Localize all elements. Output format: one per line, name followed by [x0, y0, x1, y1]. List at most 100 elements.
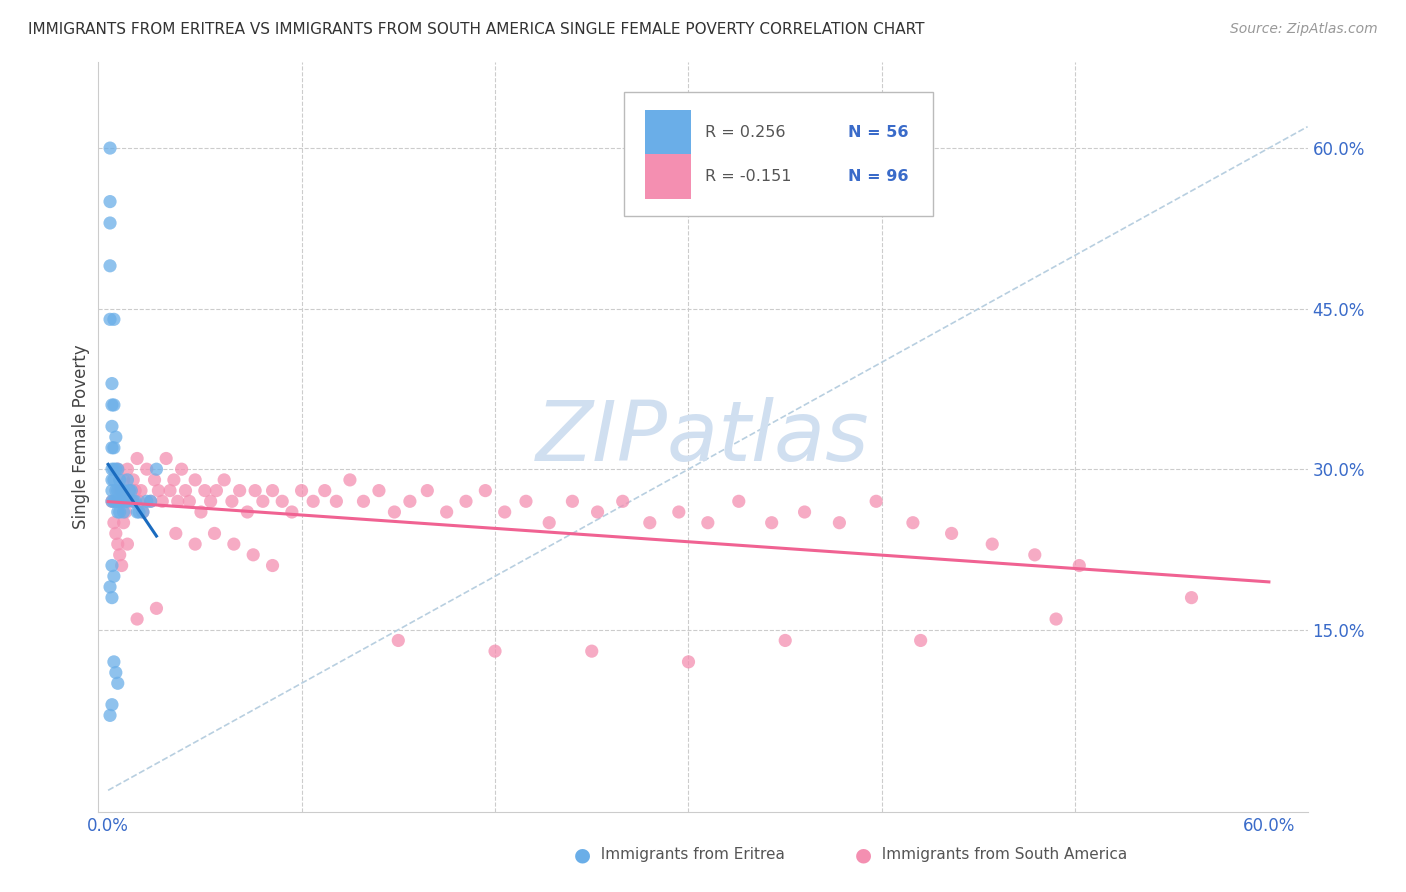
- Point: [107, 494, 129, 508]
- Point: [98, 708, 121, 723]
- Point: [118, 483, 141, 498]
- Point: [727, 494, 749, 508]
- Point: [1069, 558, 1091, 573]
- Point: [174, 483, 197, 498]
- Point: [103, 441, 125, 455]
- Point: [111, 483, 134, 498]
- Point: [353, 494, 375, 508]
- Point: [122, 473, 145, 487]
- Point: [828, 516, 851, 530]
- Text: R = 0.256: R = 0.256: [706, 125, 786, 140]
- Point: [200, 494, 222, 508]
- Point: [135, 462, 157, 476]
- Point: [139, 494, 162, 508]
- Point: [204, 526, 226, 541]
- Point: [103, 569, 125, 583]
- Point: [101, 441, 124, 455]
- Point: [118, 483, 141, 498]
- Point: [112, 516, 135, 530]
- Point: [484, 644, 506, 658]
- Point: [262, 558, 284, 573]
- Point: [101, 473, 124, 487]
- Point: [145, 601, 167, 615]
- Point: [104, 430, 127, 444]
- Point: [170, 462, 193, 476]
- Point: [104, 462, 127, 476]
- Point: [184, 537, 207, 551]
- Point: [117, 462, 139, 476]
- Point: [243, 483, 266, 498]
- Point: [101, 591, 124, 605]
- Point: [128, 494, 150, 508]
- Point: [132, 505, 155, 519]
- Point: [104, 526, 127, 541]
- Point: [107, 462, 129, 476]
- Point: [117, 537, 139, 551]
- Point: [281, 505, 304, 519]
- Point: [98, 259, 121, 273]
- Point: [314, 483, 336, 498]
- Point: [101, 483, 124, 498]
- Point: [515, 494, 537, 508]
- Point: [190, 505, 212, 519]
- Point: [98, 141, 121, 155]
- Point: [117, 473, 139, 487]
- Point: [111, 494, 134, 508]
- Point: [339, 473, 361, 487]
- Point: [101, 376, 124, 391]
- Text: N = 56: N = 56: [848, 125, 908, 140]
- Point: [901, 516, 924, 530]
- Point: [981, 537, 1004, 551]
- Point: [128, 505, 150, 519]
- Y-axis label: Single Female Poverty: Single Female Poverty: [72, 345, 90, 529]
- Point: [252, 494, 274, 508]
- Point: [120, 494, 142, 508]
- Point: [124, 494, 146, 508]
- Point: [101, 419, 124, 434]
- Point: [103, 655, 125, 669]
- Point: [108, 494, 131, 508]
- Point: [228, 483, 250, 498]
- Point: [98, 580, 121, 594]
- Point: [236, 505, 259, 519]
- Text: ●: ●: [574, 845, 591, 864]
- Point: [103, 494, 125, 508]
- Text: Immigrants from South America: Immigrants from South America: [872, 847, 1128, 862]
- Point: [761, 516, 783, 530]
- Point: [793, 505, 815, 519]
- Bar: [645, 110, 690, 154]
- Point: [132, 505, 155, 519]
- Point: [145, 462, 167, 476]
- Point: [212, 473, 235, 487]
- Point: [941, 526, 963, 541]
- Point: [120, 483, 142, 498]
- Point: [242, 548, 264, 562]
- Point: [184, 473, 207, 487]
- Point: [112, 473, 135, 487]
- Point: [1024, 548, 1046, 562]
- Point: [159, 483, 181, 498]
- Point: [668, 505, 690, 519]
- Point: [454, 494, 477, 508]
- Point: [103, 462, 125, 476]
- Point: [474, 483, 496, 498]
- Point: [271, 494, 294, 508]
- Point: [416, 483, 439, 498]
- Point: [166, 494, 188, 508]
- Point: [114, 494, 136, 508]
- Point: [111, 494, 134, 508]
- Point: [98, 312, 121, 326]
- Point: [139, 494, 162, 508]
- Point: [150, 494, 173, 508]
- Text: Immigrants from Eritrea: Immigrants from Eritrea: [591, 847, 785, 862]
- Point: [163, 473, 186, 487]
- Bar: [645, 153, 690, 199]
- Point: [179, 494, 201, 508]
- Point: [399, 494, 422, 508]
- Point: [538, 516, 561, 530]
- Point: [101, 398, 124, 412]
- Point: [117, 494, 139, 508]
- Point: [205, 483, 228, 498]
- Text: Source: ZipAtlas.com: Source: ZipAtlas.com: [1230, 22, 1378, 37]
- Point: [108, 548, 131, 562]
